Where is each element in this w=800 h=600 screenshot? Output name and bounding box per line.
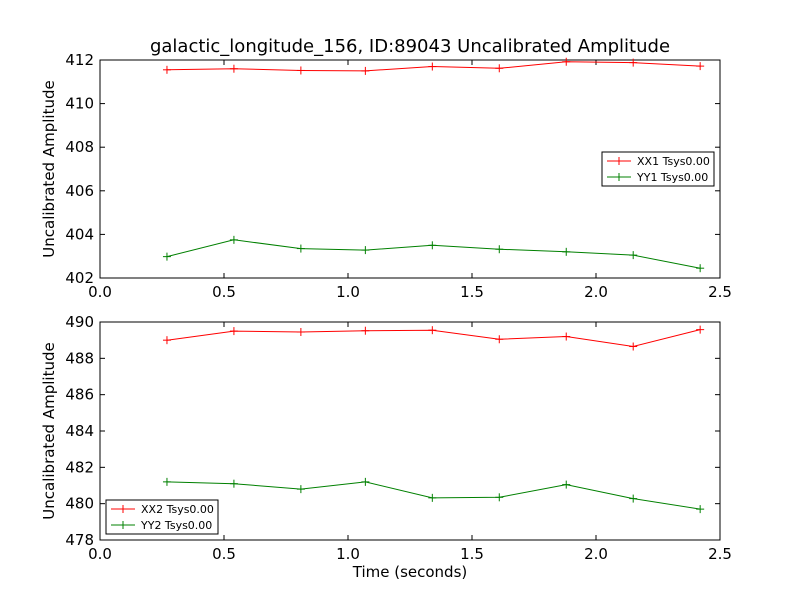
data-point [296, 485, 305, 494]
x-tick-label: 1.0 [336, 545, 360, 563]
chart-panel-2: 0.0 0.5 1.0 1.5 2.0 2.5 478 480 482 484 486 488 490 X… [65, 313, 732, 563]
y-tick-label: 410 [65, 95, 94, 113]
legend-label: YY1 Tsys0.00 [636, 171, 708, 184]
data-point [495, 245, 504, 254]
chart-title: galactic_longitude_156, ID:89043 Uncalib… [150, 36, 670, 57]
y-tick-label: 486 [65, 386, 94, 404]
data-point [428, 326, 437, 335]
data-point [162, 477, 171, 486]
y-tick-label: 488 [65, 349, 94, 367]
x-tick-label: 0.5 [212, 283, 236, 301]
data-point [696, 325, 705, 334]
y-tick-label: 404 [65, 225, 94, 243]
data-point [361, 246, 370, 255]
y-axis-label-top: Uncalibrated Amplitude [40, 80, 58, 257]
x-tick-label: 0.0 [88, 545, 112, 563]
x-tick-label: 2.5 [708, 283, 732, 301]
data-point [495, 493, 504, 502]
y-tick-label: 478 [65, 531, 94, 549]
data-point [229, 327, 238, 336]
legend: XX1 Tsys0.00 YY1 Tsys0.00 [601, 151, 715, 187]
series-line-xx2 [166, 329, 701, 348]
y-tick-label: 408 [65, 138, 94, 156]
x-tick-label: 0.5 [212, 545, 236, 563]
data-point [696, 264, 705, 273]
legend-box [105, 499, 219, 535]
series-line-yy2 [166, 481, 701, 510]
x-tick-label: 1.0 [336, 283, 360, 301]
legend-label: XX1 Tsys0.00 [637, 155, 710, 168]
data-point [428, 241, 437, 250]
y-tick-label: 482 [65, 458, 94, 476]
legend: XX2 Tsys0.00 YY2 Tsys0.00 [105, 499, 219, 535]
data-point [629, 494, 638, 503]
data-point [629, 58, 638, 67]
y-tick-label: 484 [65, 422, 94, 440]
x-tick-label: 2.0 [584, 283, 608, 301]
data-point [562, 480, 571, 489]
y-tick-label: 490 [65, 313, 94, 331]
y-tick-label: 480 [65, 495, 94, 513]
data-point [562, 57, 571, 66]
data-point [229, 64, 238, 73]
data-point [562, 247, 571, 256]
data-point [696, 62, 705, 71]
x-tick-label: 2.5 [708, 545, 732, 563]
plot-frame [99, 59, 721, 279]
data-point [696, 505, 705, 514]
data-point [495, 64, 504, 73]
y-tick-label: 412 [65, 51, 94, 69]
chart-panel-1: 0.0 0.5 1.0 1.5 2.0 2.5 402 404 406 408 410 412 XX1 … [65, 51, 732, 301]
data-point [361, 66, 370, 75]
data-point [162, 252, 171, 261]
data-point [629, 251, 638, 260]
x-tick-label: 0.0 [88, 283, 112, 301]
data-point [162, 336, 171, 345]
data-point [629, 342, 638, 351]
series-line-yy1 [166, 239, 701, 269]
data-point [296, 244, 305, 253]
data-point [428, 493, 437, 502]
y-tick-label: 402 [65, 269, 94, 287]
data-point [562, 332, 571, 341]
y-tick-label: 406 [65, 182, 94, 200]
data-point [361, 326, 370, 335]
data-point [361, 477, 370, 486]
x-axis-label: Time (seconds) [352, 563, 468, 581]
data-point [296, 66, 305, 75]
x-tick-label: 1.5 [460, 283, 484, 301]
legend-label: XX2 Tsys0.00 [141, 503, 214, 516]
legend-box [601, 151, 715, 187]
data-point [162, 65, 171, 74]
data-point [495, 335, 504, 344]
y-axis-label-bottom: Uncalibrated Amplitude [40, 342, 58, 519]
data-point [428, 62, 437, 71]
data-point [229, 235, 238, 244]
data-point [296, 327, 305, 336]
x-tick-label: 1.5 [460, 545, 484, 563]
data-point [229, 479, 238, 488]
x-tick-label: 2.0 [584, 545, 608, 563]
legend-label: YY2 Tsys0.00 [140, 519, 212, 532]
